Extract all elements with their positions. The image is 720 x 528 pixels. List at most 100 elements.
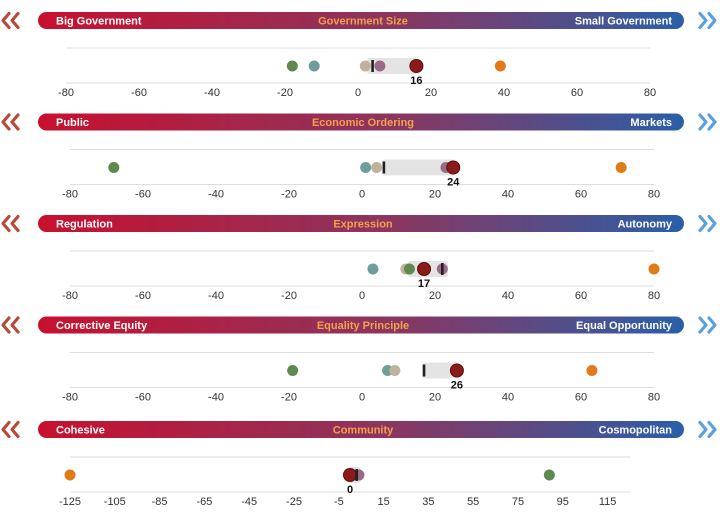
tick-label: -25 <box>286 496 302 508</box>
tick-label: -60 <box>131 87 147 99</box>
tick-label: -65 <box>196 496 212 508</box>
tick-label: 0 <box>359 392 365 404</box>
main-marker <box>449 363 464 378</box>
tick-label: -45 <box>241 496 257 508</box>
data-point <box>367 263 379 275</box>
tick-label: -80 <box>62 392 78 404</box>
range-band <box>422 362 459 379</box>
chevron-left-icon <box>1 420 11 439</box>
tick-label: -80 <box>62 189 78 201</box>
tick-label: 0 <box>359 290 365 302</box>
tick-label: 20 <box>429 392 441 404</box>
left-pole-label: Big Government <box>56 16 142 28</box>
tick-label: 60 <box>575 290 587 302</box>
chevron-right-icon <box>698 113 708 131</box>
tick-label: 0 <box>355 87 361 99</box>
tick-label: -60 <box>135 392 151 404</box>
chevron-right-icon <box>707 214 717 233</box>
tick-label: -5 <box>334 496 344 508</box>
reference-tick <box>371 60 374 72</box>
panel-equality-principle: Corrective Equity Equal Opportunity Equali… <box>1 316 717 404</box>
chevron-right-icon <box>707 113 717 131</box>
main-marker <box>409 59 424 73</box>
chevron-right-icon <box>698 214 708 233</box>
panel-economic-ordering: Public Markets Economic Ordering 24 -80 -60 -4… <box>1 113 717 201</box>
data-point <box>648 263 660 275</box>
data-point <box>108 162 120 173</box>
axis-title: Government Size <box>318 16 408 28</box>
chevron-left-icon <box>1 214 11 233</box>
left-pole-label: Public <box>56 117 89 129</box>
panel-expression: Regulation Autonomy Expression 17 -80 -60 -40 -… <box>1 214 717 302</box>
chevron-right-icon <box>698 11 708 30</box>
data-point <box>287 365 299 376</box>
axis-header-bar <box>38 113 684 131</box>
axis-header-bar <box>38 421 684 438</box>
data-point <box>494 60 506 72</box>
tick-label: 20 <box>425 87 437 99</box>
chevron-left-icon <box>10 316 20 334</box>
value-label: 0 <box>347 484 353 496</box>
tick-label: 15 <box>377 496 389 508</box>
tick-label: -125 <box>59 496 81 508</box>
tick-label: 40 <box>502 290 514 302</box>
chevron-left-icon <box>10 214 20 233</box>
tick-label: 80 <box>648 189 660 201</box>
right-pole-label: Small Government <box>575 16 673 28</box>
tick-label: 80 <box>648 392 660 404</box>
axis-title: Expression <box>333 219 393 231</box>
data-point <box>389 365 401 376</box>
tick-label: 60 <box>571 87 583 99</box>
tick-label: -60 <box>135 290 151 302</box>
chevron-left-icon <box>10 420 20 439</box>
reference-tick <box>422 364 426 377</box>
data-point <box>615 162 627 173</box>
reference-tick <box>355 469 359 481</box>
tick-label: 95 <box>557 496 569 508</box>
tick-label: -20 <box>281 290 297 302</box>
chevron-right-icon <box>707 11 717 30</box>
reference-tick <box>441 263 444 275</box>
chevron-left-icon <box>1 316 11 334</box>
reference-tick <box>382 161 386 174</box>
tick-label: -40 <box>208 189 224 201</box>
data-point <box>543 469 555 481</box>
value-label: 16 <box>410 75 422 87</box>
right-pole-label: Autonomy <box>618 219 673 231</box>
axis-header-bar <box>38 12 684 29</box>
right-pole-label: Cosmopolitan <box>599 425 673 437</box>
data-point <box>359 60 371 72</box>
right-pole-label: Markets <box>630 117 672 129</box>
tick-label: 40 <box>502 392 514 404</box>
data-point <box>286 60 298 72</box>
value-label: 17 <box>418 278 430 290</box>
tick-label: -40 <box>208 392 224 404</box>
value-label: 24 <box>447 177 460 189</box>
tick-label: -20 <box>277 87 293 99</box>
tick-label: 115 <box>599 496 617 508</box>
left-pole-label: Cohesive <box>56 425 105 437</box>
data-point <box>64 469 76 481</box>
tick-label: -80 <box>62 290 78 302</box>
left-pole-label: Corrective Equity <box>56 320 148 332</box>
tick-label: 60 <box>575 392 587 404</box>
data-point <box>374 60 386 72</box>
data-point <box>360 162 372 173</box>
tick-label: 40 <box>498 87 510 99</box>
tick-label: 60 <box>575 189 587 201</box>
panel-government-size: Big Government Small Government Government… <box>1 11 717 99</box>
chevron-right-icon <box>707 316 717 334</box>
tick-label: -20 <box>281 392 297 404</box>
main-marker <box>417 262 432 276</box>
tick-label: 0 <box>359 189 365 201</box>
tick-label: -20 <box>281 189 297 201</box>
data-point <box>308 60 320 72</box>
right-pole-label: Equal Opportunity <box>576 320 673 332</box>
tick-label: 55 <box>467 496 479 508</box>
chevron-left-icon <box>10 11 20 30</box>
tick-label: 80 <box>644 87 656 99</box>
data-point <box>371 162 383 173</box>
tick-label: -85 <box>152 496 168 508</box>
chevron-right-icon <box>698 420 708 439</box>
